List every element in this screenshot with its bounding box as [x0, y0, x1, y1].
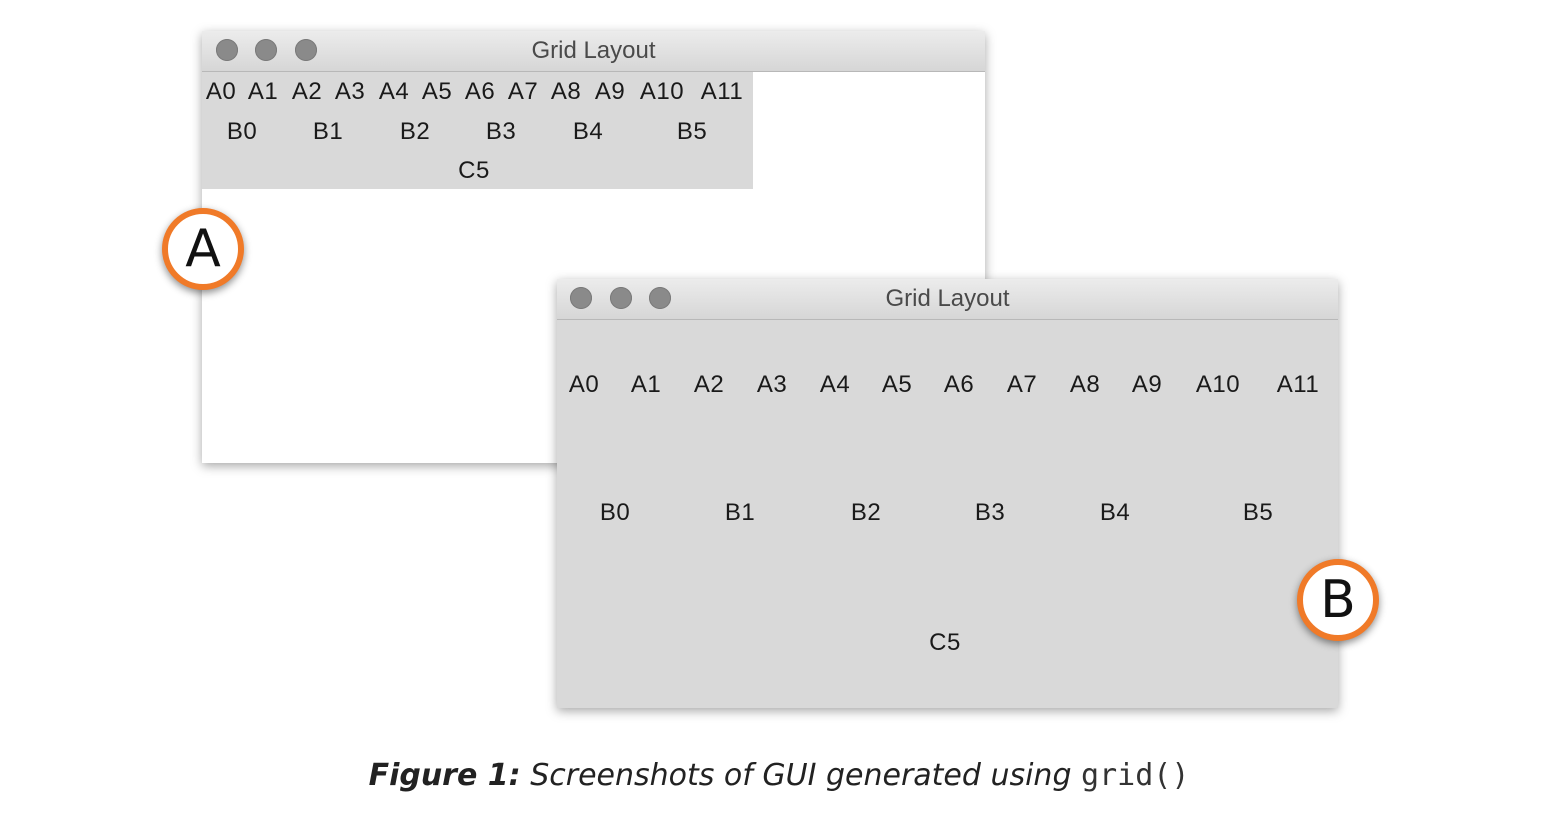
cell-a11[interactable]: A11 [700, 78, 744, 105]
cell-a1[interactable]: A1 [247, 78, 279, 105]
cell-a5[interactable]: A5 [881, 371, 913, 398]
cell-b2[interactable]: B2 [399, 118, 431, 145]
label-badge-b: B [1297, 559, 1379, 641]
window-b: Grid Layout A0 A1 A2 A3 A4 A5 A6 A7 A8 A… [557, 279, 1338, 708]
cell-b2[interactable]: B2 [850, 499, 882, 526]
cell-b4[interactable]: B4 [1099, 499, 1131, 526]
cell-a7[interactable]: A7 [1006, 371, 1038, 398]
cell-a9[interactable]: A9 [1131, 371, 1163, 398]
cell-b4[interactable]: B4 [572, 118, 604, 145]
cell-a10[interactable]: A10 [639, 78, 685, 105]
window-a-title: Grid Layout [531, 37, 656, 64]
cell-a4[interactable]: A4 [378, 78, 410, 105]
window-b-content: A0 A1 A2 A3 A4 A5 A6 A7 A8 A9 A10 A11 B0… [557, 320, 1338, 708]
cell-a11[interactable]: A11 [1276, 371, 1320, 398]
cell-a9[interactable]: A9 [594, 78, 626, 105]
window-a-titlebar: Grid Layout [202, 31, 985, 72]
cell-a8[interactable]: A8 [550, 78, 582, 105]
cell-b3[interactable]: B3 [485, 118, 517, 145]
cell-a3[interactable]: A3 [334, 78, 366, 105]
caption-code: grid() [1081, 758, 1190, 793]
figure-caption: Figure 1: Screenshots of GUI generated u… [0, 758, 1558, 793]
cell-a7[interactable]: A7 [507, 78, 539, 105]
cell-b1[interactable]: B1 [312, 118, 344, 145]
cell-b3[interactable]: B3 [974, 499, 1006, 526]
window-b-titlebar: Grid Layout [557, 279, 1338, 320]
window-b-grid: A0 A1 A2 A3 A4 A5 A6 A7 A8 A9 A10 A11 B0… [557, 320, 1338, 708]
cell-b0[interactable]: B0 [599, 499, 631, 526]
cell-c5[interactable]: C5 [929, 629, 961, 656]
caption-text: Screenshots of GUI generated using [530, 758, 1072, 793]
cell-c5[interactable]: C5 [458, 157, 490, 184]
cell-a10[interactable]: A10 [1195, 371, 1241, 398]
close-button[interactable] [216, 39, 238, 61]
cell-a2[interactable]: A2 [693, 371, 725, 398]
cell-a3[interactable]: A3 [756, 371, 788, 398]
cell-a2[interactable]: A2 [291, 78, 323, 105]
cell-a4[interactable]: A4 [819, 371, 851, 398]
cell-a6[interactable]: A6 [943, 371, 975, 398]
cell-a6[interactable]: A6 [464, 78, 496, 105]
cell-a8[interactable]: A8 [1069, 371, 1101, 398]
caption-prefix: Figure 1: [368, 758, 521, 793]
cell-b0[interactable]: B0 [226, 118, 258, 145]
cell-b5[interactable]: B5 [1242, 499, 1274, 526]
zoom-button[interactable] [649, 287, 671, 309]
zoom-button[interactable] [295, 39, 317, 61]
cell-b1[interactable]: B1 [724, 499, 756, 526]
minimize-button[interactable] [255, 39, 277, 61]
minimize-button[interactable] [610, 287, 632, 309]
cell-a0[interactable]: A0 [205, 78, 237, 105]
window-b-title: Grid Layout [885, 285, 1010, 312]
cell-b5[interactable]: B5 [676, 118, 708, 145]
close-button[interactable] [570, 287, 592, 309]
cell-a0[interactable]: A0 [568, 371, 600, 398]
cell-a1[interactable]: A1 [630, 371, 662, 398]
label-badge-a: A [162, 208, 244, 290]
cell-a5[interactable]: A5 [421, 78, 453, 105]
window-a-grid: A0 A1 A2 A3 A4 A5 A6 A7 A8 A9 A10 A11 B0… [202, 72, 753, 189]
